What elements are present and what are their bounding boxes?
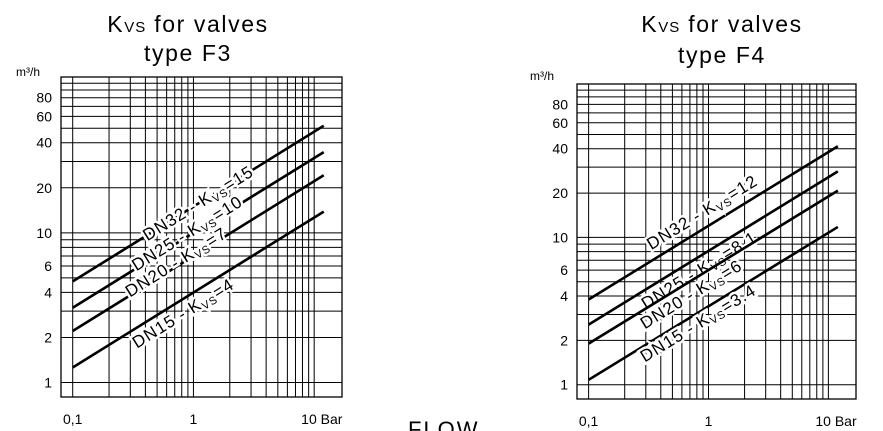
title-k: K	[107, 11, 124, 37]
y-axis-unit: m³/h	[530, 69, 554, 83]
x-tick-label: 1	[190, 411, 198, 427]
y-tick-label: 60	[552, 115, 568, 131]
y-tick-label: 4	[44, 284, 52, 300]
chart-title-line1: KVS for valves	[641, 11, 802, 37]
series-line-dn15	[587, 225, 839, 381]
title-subscript: VS	[124, 19, 146, 36]
grid-lines	[61, 77, 342, 397]
plot-frame	[576, 83, 857, 400]
chart-title-line2: type F3	[144, 40, 232, 66]
chart-f4: KVS for valves type F4 m³/h 1 2 4 6 10 20 40 60 80 0…	[530, 11, 857, 429]
x-tick-label: 10 Bar	[301, 411, 343, 427]
y-tick-label: 1	[560, 377, 568, 393]
series-line-dn25	[72, 150, 325, 309]
x-tick-label: 0,1	[63, 411, 83, 427]
y-tick-label: 10	[36, 225, 52, 241]
series-line-dn20	[587, 189, 839, 345]
chart-title-line1: KVS for valves	[107, 11, 268, 37]
y-tick-label: 1	[44, 374, 52, 390]
y-tick-label: 40	[36, 135, 52, 151]
x-tick-label: 1	[705, 413, 713, 429]
y-tick-label: 20	[36, 180, 52, 196]
y-tick-label: 80	[552, 96, 568, 112]
y-tick-label: 6	[44, 258, 52, 274]
y-tick-label: 2	[44, 329, 52, 345]
footer-flow-label: FLOW	[408, 417, 480, 431]
y-tick-label: 2	[560, 332, 568, 348]
series-line-dn20	[72, 174, 325, 333]
y-tick-label: 60	[36, 108, 52, 124]
title-k: K	[641, 11, 658, 37]
series-line-dn25	[587, 170, 839, 326]
y-axis-unit: m³/h	[16, 65, 40, 79]
y-tick-label: 20	[552, 185, 568, 201]
x-tick-label: 0,1	[579, 413, 599, 429]
chart-f3: KVS for valves type F3 m³/h 1 2 4 6 10 20 40 60 80 0…	[16, 11, 343, 427]
title-subscript: VS	[658, 19, 680, 36]
series-line-dn15	[72, 210, 325, 369]
title-rest: for valves	[146, 11, 268, 37]
y-tick-label: 80	[36, 90, 52, 106]
y-tick-label: 10	[552, 229, 568, 245]
plot-frame	[60, 76, 343, 398]
series-line-dn32	[587, 145, 839, 301]
series-line-dn32	[72, 124, 325, 283]
y-tick-label: 40	[552, 141, 568, 157]
title-rest: for valves	[680, 11, 802, 37]
chart-title-line2: type F4	[678, 42, 766, 68]
x-tick-label: 10 Bar	[815, 413, 857, 429]
y-tick-label: 4	[560, 288, 568, 304]
y-tick-label: 6	[560, 262, 568, 278]
